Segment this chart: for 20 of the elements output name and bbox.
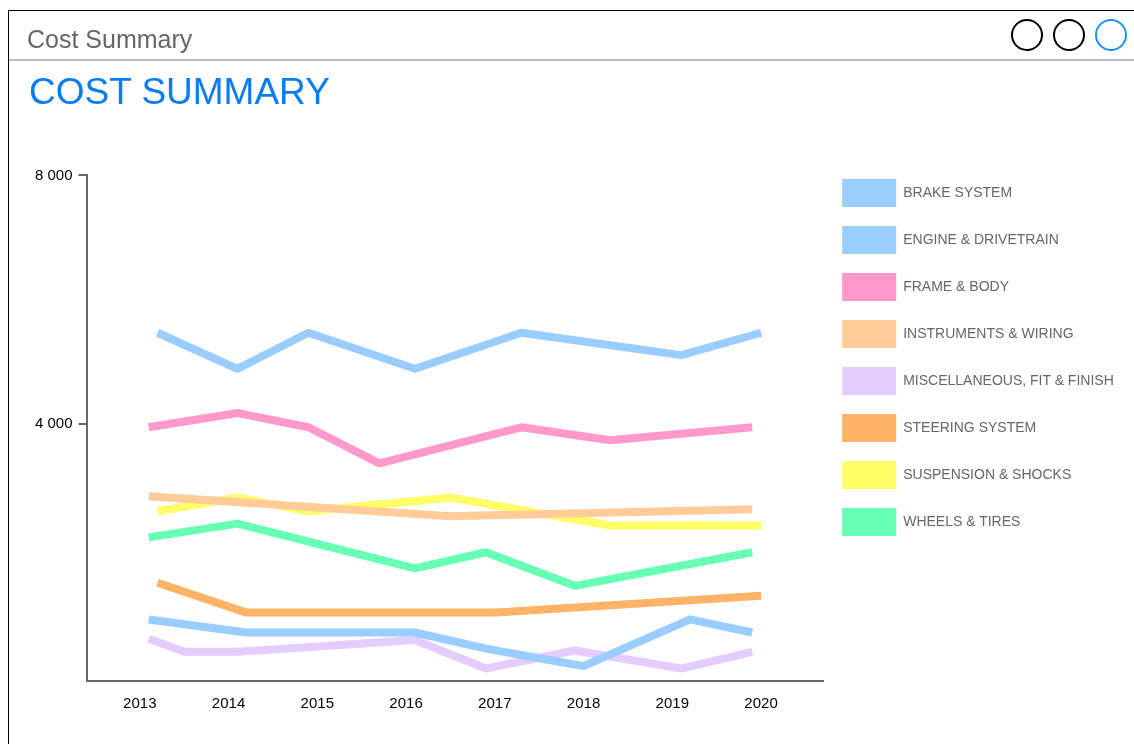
chart-title: COST SUMMARY	[29, 71, 330, 113]
legend-label: INSTRUMENTS & WIRING	[903, 324, 1074, 341]
legend-label: FRAME & BODY	[903, 277, 1010, 294]
legend-label: SUSPENSION & SHOCKS	[903, 465, 1072, 482]
y-tick-label: 4 000	[34, 414, 73, 432]
legend-label: MISCELLANEOUS, FIT & FINISH	[903, 371, 1114, 388]
legend-label: STEERING SYSTEM	[903, 418, 1037, 435]
y-tick-label: 8 000	[34, 165, 73, 183]
x-tick-label: 2017	[478, 694, 512, 712]
x-tick-label: 2020	[744, 694, 778, 712]
x-tick-label: 2019	[655, 694, 689, 712]
x-tick-label: 2015	[300, 694, 334, 712]
legend-label: ENGINE & DRIVETRAIN	[903, 230, 1059, 247]
text: Cost Summary	[27, 25, 193, 54]
x-tick-label: 2016	[389, 694, 423, 712]
x-tick-label: 2018	[566, 694, 601, 712]
legend-label: BRAKE SYSTEM	[903, 183, 1013, 200]
x-tick-label: 2013	[123, 694, 157, 712]
legend-label: WHEELS & TIRES	[903, 512, 1021, 529]
x-tick-label: 2014	[211, 694, 246, 712]
